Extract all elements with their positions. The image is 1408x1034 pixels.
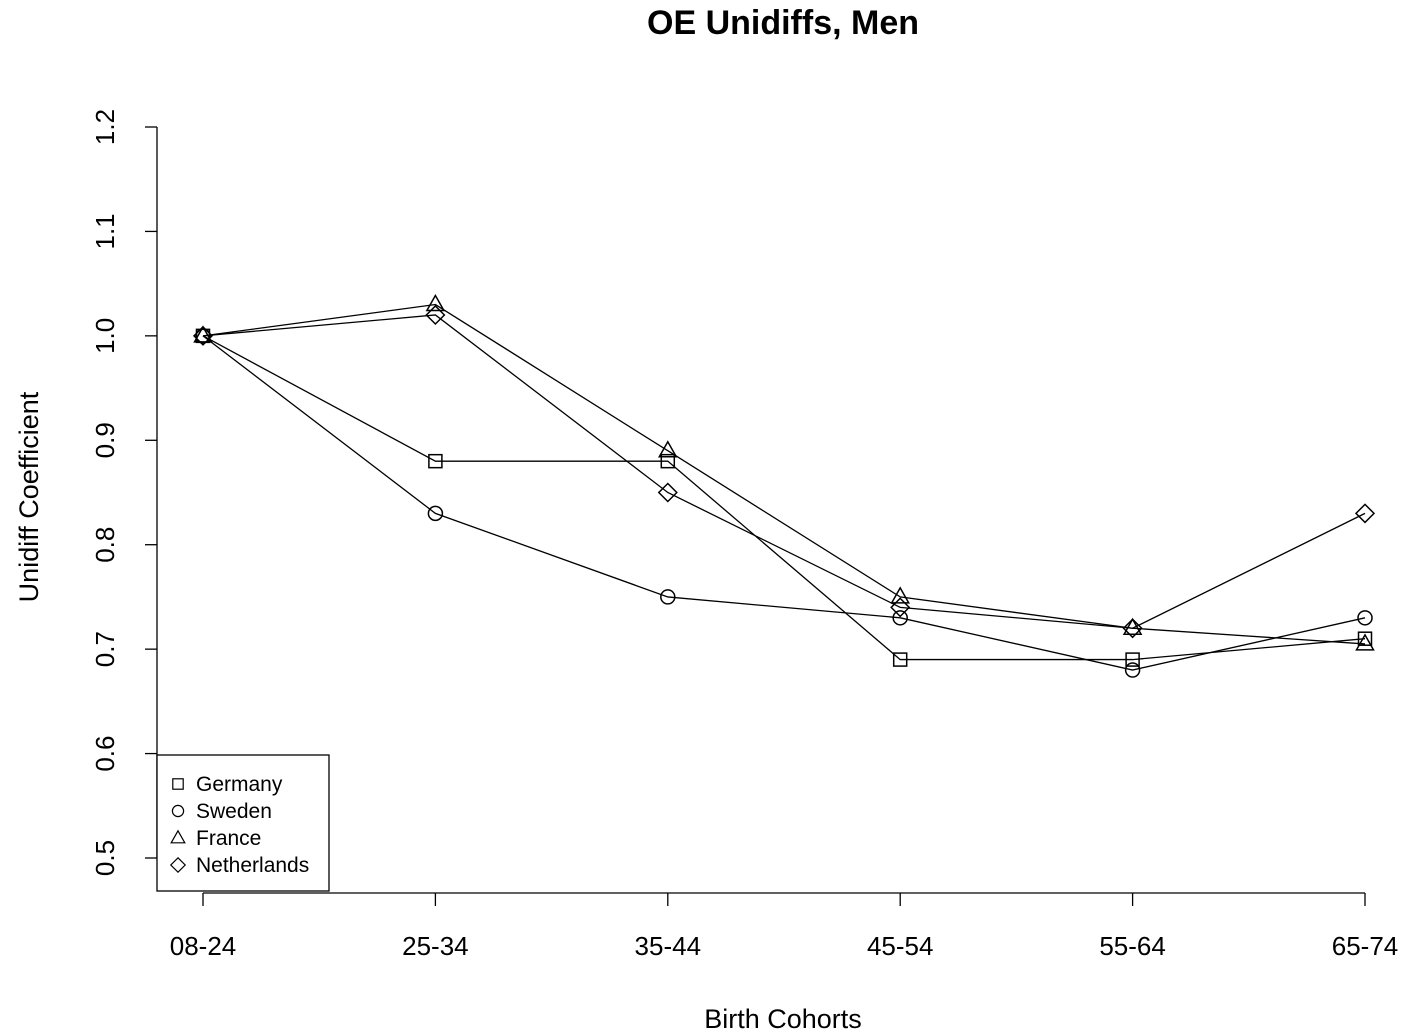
data-point-netherlands <box>192 325 214 346</box>
data-point-netherlands <box>1122 618 1143 639</box>
y-tick-label: 1.0 <box>90 318 120 354</box>
data-point-netherlands <box>657 482 678 503</box>
data-point-sweden <box>892 610 908 626</box>
data-point-netherlands <box>890 597 911 618</box>
y-tick-label: 1.1 <box>90 213 120 249</box>
series-sweden <box>195 328 1373 678</box>
legend-marker-germany <box>172 778 184 790</box>
series-line-netherlands <box>202 314 1366 629</box>
legend: Germany Sweden France Netherlands <box>156 754 330 892</box>
x-tick-label: 25-34 <box>402 931 469 961</box>
x-axis-label: Birth Cohorts <box>704 1004 862 1034</box>
series-line-france <box>202 303 1366 645</box>
y-tick-label: 0.8 <box>90 527 120 563</box>
legend-marker-sweden <box>171 804 185 818</box>
x-tick-label: 08-24 <box>170 931 237 961</box>
data-point-netherlands <box>425 304 446 326</box>
series-line-sweden <box>202 335 1366 671</box>
series-line-germany <box>202 335 1366 661</box>
data-point-france <box>425 294 446 312</box>
data-point-germany <box>660 453 676 469</box>
data-point-germany <box>892 652 908 667</box>
y-axis: 0.5 0.6 0.7 0.8 0.9 1.0 1.1 1.2 <box>90 109 158 876</box>
data-point-sweden <box>1357 610 1373 626</box>
data-point-germany <box>428 453 443 469</box>
x-tick-label: 55-64 <box>1099 931 1166 961</box>
x-tick-label: 45-54 <box>867 931 934 961</box>
series-netherlands <box>192 304 1376 639</box>
data-point-germany <box>1357 631 1373 646</box>
legend-marker-netherlands <box>169 856 187 874</box>
data-point-france <box>890 586 910 604</box>
data-point-sweden <box>660 589 676 605</box>
y-tick-label: 0.6 <box>90 735 120 771</box>
x-tick-label: 35-44 <box>635 931 702 961</box>
data-point-france <box>658 440 678 458</box>
data-point-france <box>1355 633 1375 651</box>
legend-label-netherlands: Netherlands <box>196 854 309 877</box>
y-tick-label: 0.7 <box>90 631 120 667</box>
legend-marker-france <box>170 829 186 844</box>
legend-box <box>156 754 330 892</box>
y-tick-label: 1.2 <box>90 109 120 145</box>
x-tick-label: 65-74 <box>1332 931 1399 961</box>
legend-label-france: France <box>196 827 261 850</box>
y-tick-label: 0.9 <box>90 422 120 458</box>
data-point-germany <box>1125 652 1140 667</box>
data-point-sweden <box>1124 662 1141 678</box>
chart-title: OE Unidiffs, Men <box>647 4 919 42</box>
data-point-netherlands <box>1354 503 1376 524</box>
x-axis: 08-24 25-34 35-44 45-54 55-64 65-74 <box>170 892 1399 961</box>
data-point-sweden <box>427 505 444 522</box>
y-axis-label: Unidiff Coefficient <box>14 391 44 602</box>
legend-label-sweden: Sweden <box>196 800 272 823</box>
series-layer <box>192 294 1376 678</box>
series-germany <box>195 328 1373 667</box>
data-point-france <box>193 325 213 343</box>
legend-label-germany: Germany <box>196 773 283 796</box>
y-tick-label: 0.5 <box>90 840 120 876</box>
